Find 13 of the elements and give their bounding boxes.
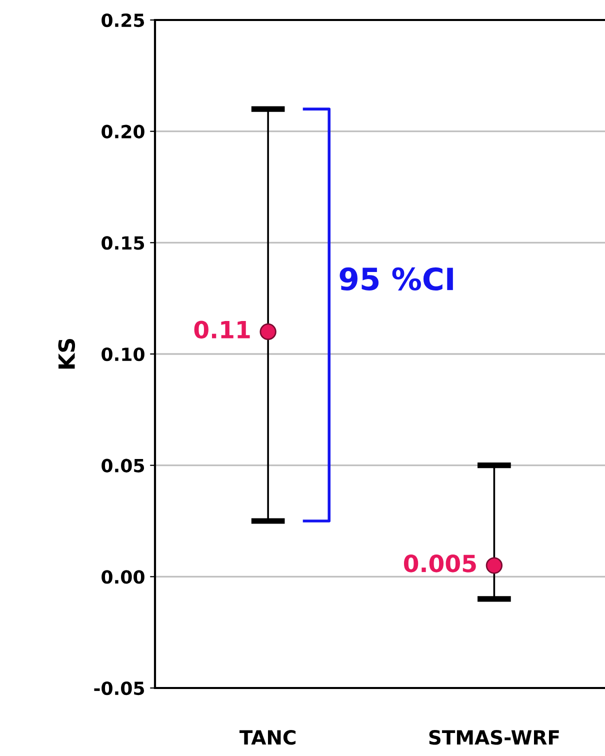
y-tick-label: 0.05 (102, 458, 144, 472)
data-label: 0.11 (194, 320, 250, 339)
y-tick-label: 0.20 (102, 124, 144, 138)
x-tick-label: TANC (239, 730, 296, 745)
y-axis-title: KS (58, 339, 76, 369)
y-tick-label: -0.05 (94, 681, 144, 696)
y-tick-label: 0.25 (102, 13, 144, 28)
data-label: 0.005 (404, 554, 476, 572)
y-tick-label: 0.15 (102, 236, 144, 250)
y-tick-label: 0.10 (102, 347, 144, 362)
y-tick-label: 0.00 (102, 570, 144, 584)
annotation: 95 %CI (340, 267, 453, 290)
x-tick-label: STMAS-WRF (429, 730, 559, 745)
